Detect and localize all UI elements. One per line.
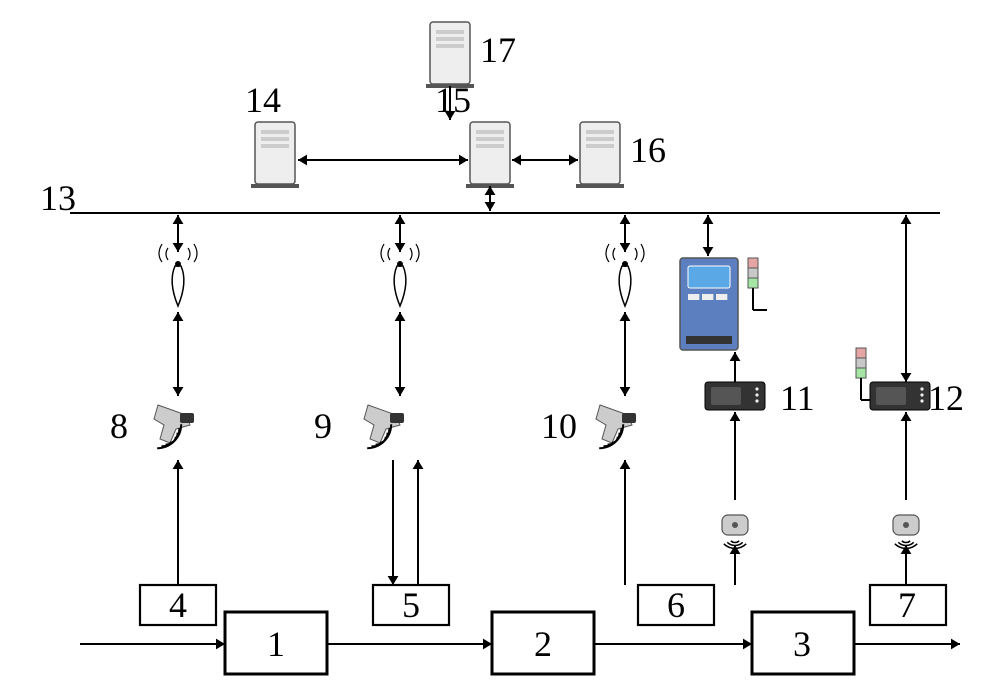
- label-5: 5: [402, 585, 420, 625]
- server-15: [466, 122, 514, 188]
- label-6: 6: [667, 585, 685, 625]
- scanner-10: [596, 405, 636, 448]
- rfid-reader-12: [870, 382, 930, 410]
- rfid-reader-11: [705, 382, 765, 410]
- label-14: 14: [245, 80, 281, 120]
- rfid-tag-11: [722, 515, 748, 548]
- printer-terminal: [680, 258, 738, 350]
- antenna-8: [159, 244, 197, 306]
- label-3: 3: [793, 624, 811, 664]
- label-16: 16: [630, 130, 666, 170]
- server-14: [251, 122, 299, 188]
- label-17: 17: [480, 30, 516, 70]
- light-stack-12: [856, 348, 866, 378]
- label-2: 2: [534, 624, 552, 664]
- scanner-8: [154, 405, 194, 448]
- light-stack-11: [748, 258, 758, 288]
- label-11: 11: [780, 378, 815, 418]
- label-13: 13: [40, 178, 76, 218]
- label-7: 7: [898, 585, 916, 625]
- scanner-9: [364, 405, 404, 448]
- rfid-tag-12: [893, 515, 919, 548]
- label-15: 15: [435, 80, 471, 120]
- label-1: 1: [267, 624, 285, 664]
- server-17: [426, 22, 474, 88]
- antenna-10: [606, 244, 644, 306]
- label-8: 8: [110, 406, 128, 446]
- label-9: 9: [314, 406, 332, 446]
- server-16: [576, 122, 624, 188]
- label-12: 12: [928, 378, 964, 418]
- label-10: 10: [541, 406, 577, 446]
- label-4: 4: [169, 585, 187, 625]
- antenna-9: [381, 244, 419, 306]
